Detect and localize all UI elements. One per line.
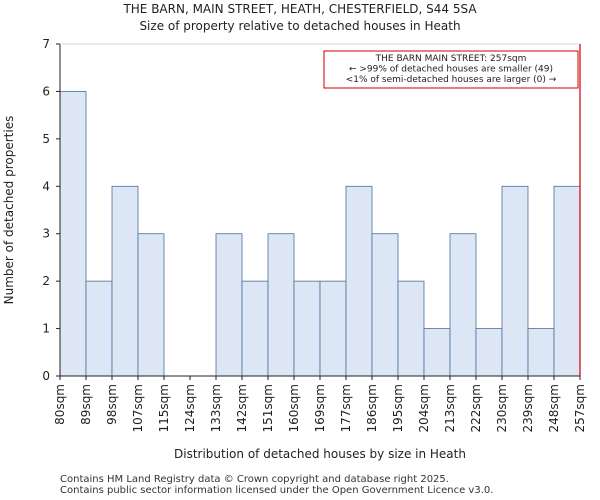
- annotation-line-2: ← >99% of detached houses are smaller (4…: [349, 65, 553, 75]
- footer-licence: Contains public sector information licen…: [60, 485, 494, 496]
- annotation-line-3: <1% of semi-detached houses are larger (…: [346, 75, 557, 85]
- bar-142sqm: [241, 280, 269, 377]
- bar-107sqm: [137, 233, 165, 377]
- y-axis-title: Number of detached properties: [2, 116, 16, 305]
- x-tick-label-230sqm: 230sqm: [495, 384, 509, 432]
- x-tick-label-195sqm: 195sqm: [391, 384, 405, 432]
- bar-186sqm: [371, 233, 399, 377]
- x-tick-label-115sqm: 115sqm: [157, 384, 171, 432]
- y-tick-label-6: 6: [42, 84, 50, 98]
- bar-169sqm: [319, 280, 347, 377]
- y-tick-label-7: 7: [42, 37, 50, 51]
- x-tick-label-257sqm: 257sqm: [573, 384, 587, 432]
- x-tick-label-239sqm: 239sqm: [521, 384, 535, 432]
- bars: [59, 91, 581, 377]
- x-tick-label-107sqm: 107sqm: [131, 384, 145, 432]
- x-tick-label-186sqm: 186sqm: [365, 384, 379, 432]
- x-tick-label-177sqm: 177sqm: [339, 384, 353, 432]
- annotation-frame: [323, 50, 579, 89]
- bar-177sqm: [345, 185, 373, 377]
- y-tick-label-2: 2: [42, 274, 50, 288]
- x-tick-label-142sqm: 142sqm: [235, 384, 249, 432]
- bar-160sqm: [293, 280, 321, 377]
- x-tick-label-213sqm: 213sqm: [443, 384, 457, 432]
- bar-213sqm: [449, 233, 477, 377]
- x-tick-label-89sqm: 89sqm: [79, 384, 93, 425]
- bar-133sqm: [215, 233, 243, 377]
- bar-98sqm: [111, 185, 139, 377]
- x-tick-label-133sqm: 133sqm: [209, 384, 223, 432]
- chart-subtitle: Size of property relative to detached ho…: [139, 19, 461, 33]
- x-tick-label-248sqm: 248sqm: [547, 384, 561, 432]
- annotation-line-1: THE BARN MAIN STREET: 257sqm: [375, 54, 527, 64]
- x-tick-label-151sqm: 151sqm: [261, 384, 275, 432]
- bar-204sqm: [423, 328, 451, 377]
- axes: [56, 43, 581, 380]
- x-tick-label-204sqm: 204sqm: [417, 384, 431, 432]
- bar-230sqm: [501, 185, 529, 377]
- y-tick-label-4: 4: [42, 179, 50, 193]
- x-tick-label-124sqm: 124sqm: [183, 384, 197, 432]
- bar-89sqm: [85, 280, 113, 377]
- x-tick-label-80sqm: 80sqm: [53, 384, 67, 425]
- y-tick-label-5: 5: [42, 132, 50, 146]
- bar-222sqm: [475, 328, 503, 377]
- bar-248sqm: [553, 185, 581, 377]
- y-tick-label-3: 3: [42, 227, 50, 241]
- bar-239sqm: [527, 328, 555, 377]
- x-tick-label-222sqm: 222sqm: [469, 384, 483, 432]
- y-tick-label-0: 0: [42, 369, 50, 383]
- annotation-box: THE BARN MAIN STREET: 257sqm← >99% of de…: [323, 50, 579, 89]
- footer-copyright: Contains HM Land Registry data © Crown c…: [60, 474, 449, 485]
- x-tick-label-160sqm: 160sqm: [287, 384, 301, 432]
- x-axis-title: Distribution of detached houses by size …: [174, 447, 466, 461]
- bar-151sqm: [267, 233, 295, 377]
- chart-title: THE BARN, MAIN STREET, HEATH, CHESTERFIE…: [123, 2, 477, 16]
- bar-195sqm: [397, 280, 425, 377]
- axis-labels: 0 1 2 3 4 5 6 7 80sqm 89sqm 98sqm 107sqm 115sqm 124sq…: [42, 37, 587, 432]
- y-tick-label-1: 1: [42, 322, 50, 336]
- bar-80sqm: [59, 91, 87, 377]
- x-tick-label-98sqm: 98sqm: [105, 384, 119, 425]
- x-tick-label-169sqm: 169sqm: [313, 384, 327, 432]
